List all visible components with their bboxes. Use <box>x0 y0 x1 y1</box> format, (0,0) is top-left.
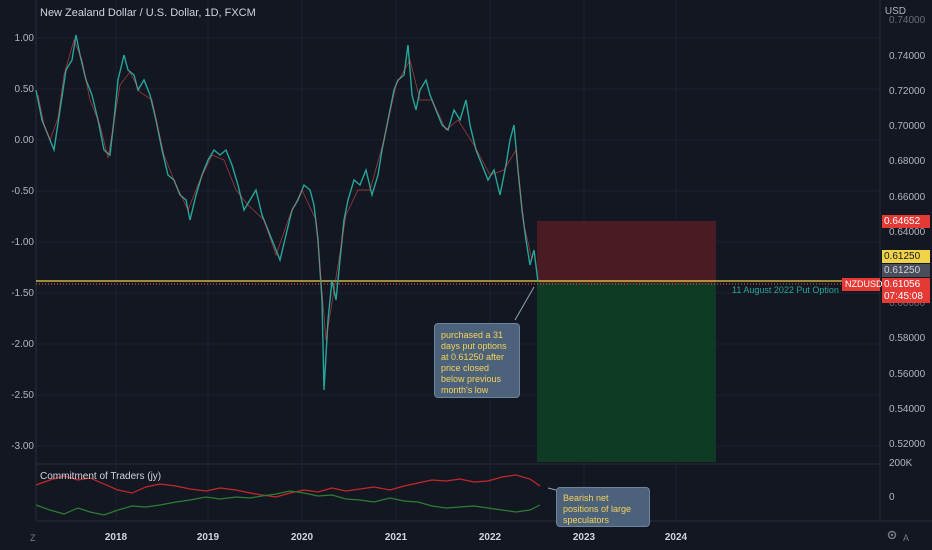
profit-target-zone[interactable] <box>537 283 716 462</box>
position-label: 11 August 2022 Put Option @ 0.6125 <box>732 285 840 295</box>
callout-line: speculators <box>563 515 610 525</box>
right-tick: 0.52000 <box>889 439 926 450</box>
time-tick: 2024 <box>664 532 688 543</box>
time-tick: 2018 <box>104 532 128 543</box>
callout-line: purchased a 31 <box>441 330 504 340</box>
right-tick: 0.58000 <box>889 333 926 344</box>
callout-line: at 0.61250 after <box>441 352 505 362</box>
callout-line: positions of large <box>563 504 632 514</box>
cot-note-callout[interactable]: Bearish net positions of large speculato… <box>556 487 650 527</box>
callout-line: below previous <box>441 374 502 384</box>
right-tick: 0.68000 <box>889 156 926 167</box>
right-tick-partial: 0.60000 <box>889 298 926 309</box>
price-series <box>35 34 539 391</box>
left-tick: 0.00 <box>14 135 34 146</box>
left-tick: -2.50 <box>11 390 34 401</box>
symbol-badge[interactable]: NZDUSD <box>842 278 883 291</box>
right-tick: 0.72000 <box>889 86 926 97</box>
left-tick: 1.00 <box>14 33 34 44</box>
left-tick: 0.50 <box>14 84 34 95</box>
current-price-badge[interactable]: 0.61056 <box>882 278 930 291</box>
left-tick: -0.50 <box>11 186 34 197</box>
left-tick: -3.00 <box>11 441 34 452</box>
trade-note-callout[interactable]: purchased a 31 days put options at 0.612… <box>434 323 520 398</box>
left-tick: -1.00 <box>11 237 34 248</box>
timezone-z-icon[interactable]: Z <box>30 533 36 543</box>
cot-indicator-label[interactable]: Commitment of Traders (jy) <box>40 471 162 482</box>
callout-line: month's low <box>441 385 489 395</box>
last-price-badge: 0.61250 <box>882 264 930 277</box>
left-tick: -1.50 <box>11 288 34 299</box>
auto-scale-icon[interactable]: A <box>903 533 910 543</box>
cot-large-spec-series <box>35 474 541 498</box>
callout-line: Bearish net <box>563 493 609 503</box>
time-tick: 2021 <box>384 532 408 543</box>
right-tick: 0.54000 <box>889 404 926 415</box>
left-tick: -2.00 <box>11 339 34 350</box>
time-tick: 2019 <box>196 532 220 543</box>
time-tick: 2022 <box>478 532 502 543</box>
cot-commercial-series <box>35 490 541 516</box>
right-tick-partial: 0.74000 <box>889 15 926 26</box>
stop-loss-zone[interactable] <box>537 221 716 283</box>
grid <box>36 0 880 520</box>
stop-price-badge[interactable]: 0.64652 <box>882 215 930 228</box>
price-series-down-candles <box>37 38 533 341</box>
cot-axis-tick: 200K <box>889 458 913 469</box>
currency-label: USD <box>884 6 906 17</box>
gear-icon[interactable] <box>886 529 898 541</box>
cot-axis-tick: 0 <box>889 492 895 503</box>
callout-pointer <box>514 286 535 321</box>
right-tick: 0.64000 <box>889 227 926 238</box>
right-tick: 0.56000 <box>889 369 926 380</box>
right-tick: 0.66000 <box>889 192 926 203</box>
callout-line: price closed <box>441 363 490 373</box>
bar-countdown-badge: 07:45:08 <box>882 290 930 303</box>
time-tick: 2023 <box>572 532 596 543</box>
time-tick: 2020 <box>290 532 314 543</box>
right-tick: 0.74000 <box>889 51 926 62</box>
chart-title[interactable]: New Zealand Dollar / U.S. Dollar, 1D, FX… <box>40 7 256 19</box>
callout-line: days put options <box>441 341 507 351</box>
right-tick: 0.70000 <box>889 121 926 132</box>
entry-price-badge[interactable]: 0.61250 <box>882 250 930 263</box>
